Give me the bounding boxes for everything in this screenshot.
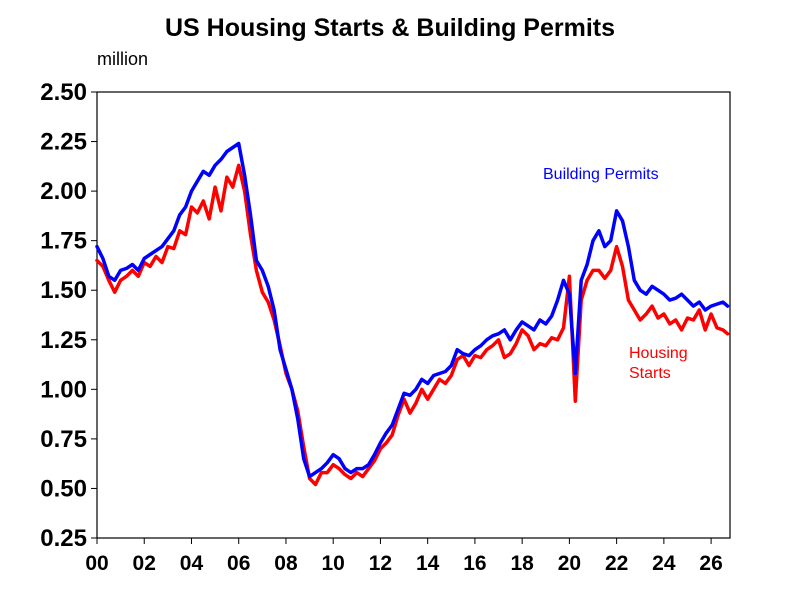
chart-title: US Housing Starts & Building Permits bbox=[164, 14, 616, 42]
y-axis: 2.50 2.25 2.00 1.75 1.50 1.25 1.00 0.75 0.50 0.25 bbox=[40, 79, 97, 552]
y-tick-label: 0.25 bbox=[40, 525, 87, 552]
y-tick-label: 0.75 bbox=[40, 426, 87, 453]
y-tick-label: 1.75 bbox=[40, 228, 87, 255]
series-layer bbox=[95, 141, 730, 487]
series-label-building-permits: Building Permits bbox=[543, 166, 659, 183]
y-tick-label: 1.00 bbox=[40, 376, 87, 403]
x-tick-label: 22 bbox=[605, 552, 628, 575]
series-line-housing-starts bbox=[95, 163, 730, 487]
x-axis: 00 02 04 06 08 10 12 14 16 18 20 22 24 26 bbox=[85, 538, 723, 575]
x-tick-label: 14 bbox=[416, 552, 440, 575]
series-label-housing-starts: Housing Starts bbox=[629, 345, 692, 382]
y-tick-label: 1.50 bbox=[40, 277, 87, 304]
x-tick-label: 26 bbox=[699, 552, 722, 575]
x-tick-label: 04 bbox=[180, 552, 204, 575]
x-tick-label: 08 bbox=[274, 552, 298, 575]
x-tick-label: 02 bbox=[133, 552, 156, 575]
y-tick-label: 2.25 bbox=[40, 129, 87, 156]
x-tick-label: 00 bbox=[85, 552, 108, 575]
y-tick-label: 2.50 bbox=[40, 79, 87, 106]
x-tick-label: 06 bbox=[227, 552, 250, 575]
y-axis-unit-label: million bbox=[97, 49, 149, 69]
y-tick-label: 2.00 bbox=[40, 178, 87, 205]
series-label-housing-starts-line2: Starts bbox=[629, 365, 671, 382]
plot-area-frame bbox=[96, 91, 731, 539]
x-tick-label: 20 bbox=[558, 552, 581, 575]
series-label-housing-starts-line1: Housing bbox=[629, 345, 688, 362]
x-tick-label: 16 bbox=[463, 552, 486, 575]
series-line-building-permits bbox=[95, 141, 730, 479]
x-tick-label: 24 bbox=[652, 552, 676, 575]
x-tick-label: 12 bbox=[369, 552, 392, 575]
y-tick-label: 1.25 bbox=[40, 327, 87, 354]
x-tick-label: 10 bbox=[322, 552, 345, 575]
y-tick-label: 0.50 bbox=[40, 475, 87, 502]
x-tick-label: 18 bbox=[510, 552, 534, 575]
